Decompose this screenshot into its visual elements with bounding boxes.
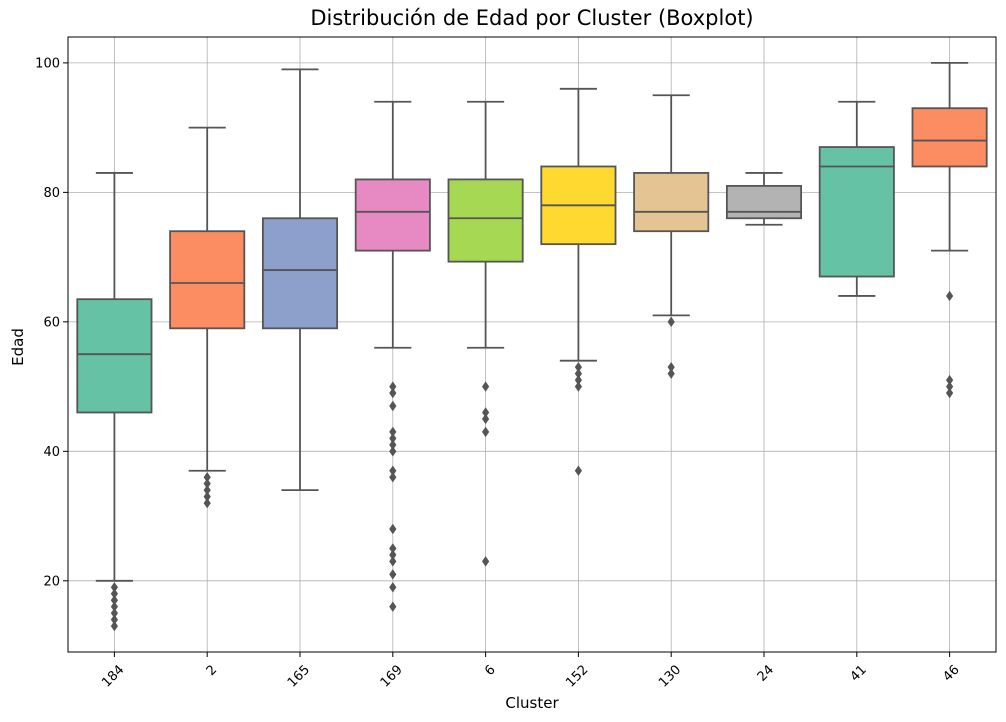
outlier-point xyxy=(389,387,397,399)
x-tick-label: 6 xyxy=(482,662,498,678)
x-axis-label: Cluster xyxy=(505,694,559,712)
box-iqr xyxy=(169,230,246,330)
box-group-41 xyxy=(818,100,895,297)
outlier-point xyxy=(203,497,211,509)
outlier-point xyxy=(946,290,954,302)
outlier-point xyxy=(110,595,118,606)
x-tick-label: 24 xyxy=(755,662,777,684)
outlier-point xyxy=(667,316,675,328)
x-tick-label: 130 xyxy=(656,662,684,690)
box-group-46 xyxy=(911,61,988,399)
outlier-point xyxy=(389,400,397,412)
outlier-point xyxy=(389,601,397,612)
outlier-point xyxy=(667,361,675,373)
outlier-point xyxy=(203,472,211,483)
box-iqr xyxy=(261,217,339,330)
outlier-point xyxy=(110,588,118,599)
outlier-point xyxy=(110,601,118,612)
box-group-2 xyxy=(169,126,246,509)
box-group-184 xyxy=(76,172,153,632)
box-iqr xyxy=(818,146,895,278)
outlier-point xyxy=(110,607,118,619)
x-tick-label: 184 xyxy=(99,662,127,690)
box-iqr xyxy=(911,107,988,168)
axis-layer: 20 40 60 80 100 184 2 165 169 6 152 130 24 41 46 xyxy=(35,36,997,691)
outlier-point xyxy=(946,374,954,386)
outlier-point xyxy=(110,620,118,632)
outlier-point xyxy=(389,465,397,476)
box-iqr xyxy=(633,172,710,233)
outlier-point xyxy=(389,381,397,392)
x-tick-label: 46 xyxy=(940,662,962,684)
outlier-point xyxy=(203,491,211,502)
box-iqr xyxy=(447,178,524,263)
y-tick-label: 100 xyxy=(35,56,60,71)
box-layer xyxy=(76,61,988,632)
outlier-point xyxy=(389,523,397,535)
y-tick-label: 60 xyxy=(43,315,60,330)
outlier-point xyxy=(482,381,490,392)
outlier-point xyxy=(389,426,397,438)
box-group-165 xyxy=(261,68,339,492)
outlier-point xyxy=(482,413,490,425)
outlier-point xyxy=(574,361,582,373)
box-group-24 xyxy=(725,172,803,226)
outlier-point xyxy=(389,433,397,444)
y-tick-label: 20 xyxy=(43,574,60,589)
outlier-point xyxy=(574,465,582,476)
box-group-169 xyxy=(354,100,431,612)
outlier-point xyxy=(389,582,397,593)
outlier-point xyxy=(389,439,397,451)
x-tick-label: 2 xyxy=(204,662,220,678)
outlier-point xyxy=(110,614,118,625)
outlier-point xyxy=(389,549,397,561)
box-group-6 xyxy=(447,100,524,567)
outlier-point xyxy=(574,381,582,392)
y-tick-label: 40 xyxy=(43,445,60,460)
chart-title: Distribución de Edad por Cluster (Boxplo… xyxy=(310,6,754,30)
x-tick-label: 169 xyxy=(378,662,406,690)
outlier-point xyxy=(203,484,211,496)
outlier-point xyxy=(482,426,490,438)
outlier-point xyxy=(203,478,211,489)
y-tick-label: 80 xyxy=(43,186,60,201)
outlier-point xyxy=(574,374,582,386)
outlier-point xyxy=(482,407,490,418)
x-tick-label: 165 xyxy=(285,662,313,690)
box-iqr xyxy=(76,298,153,414)
outlier-point xyxy=(946,381,954,392)
outlier-point xyxy=(946,387,954,399)
outlier-point xyxy=(110,582,118,593)
box-iqr xyxy=(725,184,803,220)
box-group-152 xyxy=(540,87,617,476)
x-tick-label: 41 xyxy=(848,662,870,684)
outlier-point xyxy=(389,569,397,580)
outlier-point xyxy=(574,368,582,379)
outlier-point xyxy=(389,446,397,457)
x-tick-label: 152 xyxy=(563,662,591,690)
box-group-130 xyxy=(633,94,710,379)
outlier-point xyxy=(389,472,397,483)
outlier-point xyxy=(482,556,490,567)
outlier-point xyxy=(667,368,675,379)
outlier-point xyxy=(389,556,397,567)
plot-frame xyxy=(67,36,997,653)
outlier-point xyxy=(389,543,397,554)
box-iqr xyxy=(354,178,431,252)
